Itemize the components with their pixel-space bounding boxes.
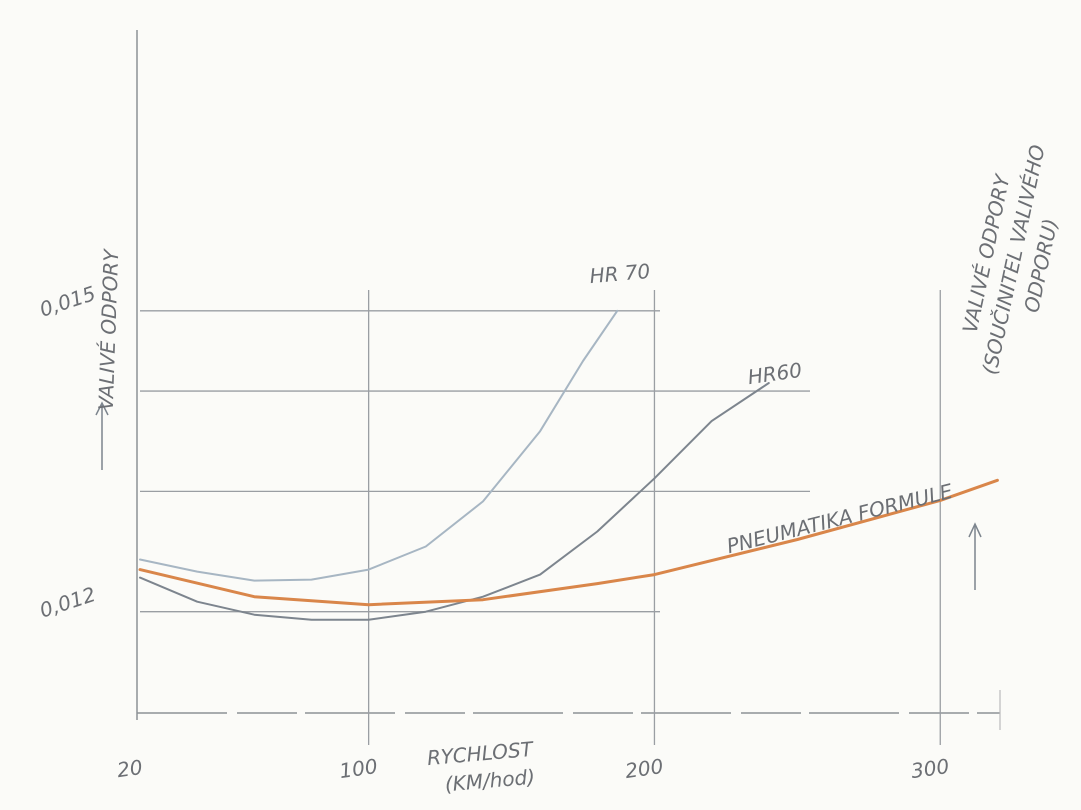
series-label: PNEUMATIKA FORMULE [724, 479, 955, 558]
series-label: HR 70 [589, 259, 652, 288]
y-axis-label: VALIVÉ ODPORY [94, 247, 124, 410]
y-tick-label: 0,012 [37, 582, 99, 623]
series-line [139, 309, 619, 582]
series-line [139, 382, 770, 621]
y-tick-label: 0,015 [37, 281, 99, 322]
x-tick-label: 20 [116, 755, 145, 782]
series-label: HR60 [746, 358, 803, 389]
series-line [138, 478, 999, 607]
x-axis-label: (KM/hod) [444, 765, 536, 797]
y2-axis-label: VALIVÉ ODPORY (SOUČINITEL VALIVÉHO ODPOR… [958, 143, 1063, 377]
x-tick-label: 100 [338, 754, 379, 783]
x-tick-label: 200 [624, 754, 665, 783]
x-tick-label: 300 [909, 754, 950, 783]
arrow-head [95, 401, 109, 416]
arrow-head [968, 522, 982, 538]
